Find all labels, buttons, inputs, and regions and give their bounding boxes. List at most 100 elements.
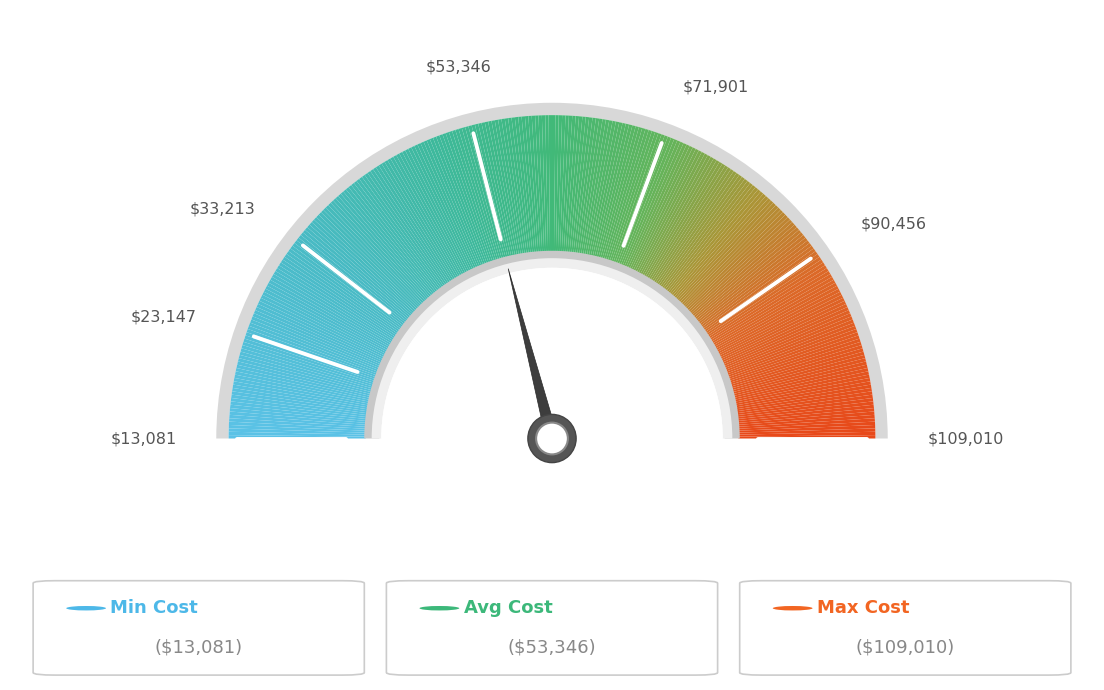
Wedge shape (698, 237, 807, 324)
Wedge shape (661, 177, 745, 289)
Wedge shape (372, 258, 732, 439)
Wedge shape (230, 408, 367, 423)
Wedge shape (357, 179, 440, 290)
Wedge shape (617, 135, 668, 264)
Wedge shape (452, 130, 497, 262)
Wedge shape (259, 298, 384, 359)
Wedge shape (704, 251, 818, 332)
Wedge shape (716, 286, 839, 352)
Wedge shape (688, 217, 790, 313)
Wedge shape (669, 187, 758, 295)
Wedge shape (728, 329, 858, 377)
Wedge shape (381, 268, 723, 439)
Circle shape (66, 606, 106, 611)
Wedge shape (254, 310, 381, 366)
Wedge shape (587, 121, 616, 256)
Wedge shape (736, 398, 873, 417)
Wedge shape (577, 118, 599, 254)
Wedge shape (508, 118, 529, 254)
Wedge shape (309, 222, 414, 315)
Wedge shape (232, 388, 368, 411)
Wedge shape (346, 187, 435, 295)
Wedge shape (323, 208, 422, 307)
Wedge shape (501, 119, 524, 255)
Wedge shape (241, 348, 373, 388)
Wedge shape (275, 268, 394, 342)
Wedge shape (375, 166, 453, 282)
Wedge shape (305, 227, 411, 318)
Wedge shape (439, 135, 489, 264)
Wedge shape (518, 117, 534, 253)
Wedge shape (601, 126, 639, 259)
Wedge shape (739, 435, 875, 439)
Wedge shape (651, 166, 729, 282)
Wedge shape (265, 286, 388, 352)
Wedge shape (234, 378, 369, 406)
Wedge shape (673, 194, 766, 299)
Wedge shape (602, 127, 643, 259)
Wedge shape (739, 428, 875, 435)
Wedge shape (658, 173, 740, 286)
Wedge shape (737, 418, 875, 428)
Wedge shape (255, 307, 382, 364)
Wedge shape (631, 146, 692, 270)
Wedge shape (426, 139, 481, 267)
Wedge shape (686, 213, 785, 310)
Wedge shape (433, 137, 486, 265)
Wedge shape (382, 162, 456, 280)
Text: $109,010: $109,010 (927, 431, 1004, 446)
Wedge shape (230, 415, 367, 427)
Wedge shape (307, 225, 412, 317)
Wedge shape (455, 129, 498, 261)
Wedge shape (535, 115, 544, 253)
Wedge shape (588, 121, 619, 256)
Wedge shape (719, 295, 843, 357)
Wedge shape (242, 345, 373, 386)
Wedge shape (240, 351, 372, 391)
Wedge shape (683, 210, 783, 308)
Wedge shape (721, 301, 846, 361)
Wedge shape (711, 271, 830, 344)
Wedge shape (591, 122, 623, 257)
Wedge shape (379, 164, 454, 281)
Text: $33,213: $33,213 (190, 201, 255, 216)
Wedge shape (373, 167, 450, 284)
Wedge shape (629, 144, 690, 270)
Wedge shape (238, 355, 372, 392)
Wedge shape (644, 157, 713, 277)
Wedge shape (298, 235, 407, 323)
Wedge shape (248, 323, 378, 373)
Bar (201, 439, 903, 575)
Wedge shape (280, 259, 396, 337)
Wedge shape (421, 141, 478, 268)
Wedge shape (498, 119, 523, 255)
Wedge shape (583, 119, 609, 255)
Wedge shape (664, 179, 747, 290)
Wedge shape (700, 243, 811, 327)
Text: $90,456: $90,456 (860, 217, 926, 232)
Wedge shape (488, 121, 517, 256)
Wedge shape (715, 283, 837, 351)
Wedge shape (243, 342, 374, 384)
Wedge shape (232, 391, 368, 413)
Wedge shape (349, 185, 436, 294)
Wedge shape (321, 210, 421, 308)
Wedge shape (263, 292, 386, 355)
Wedge shape (730, 339, 861, 383)
Wedge shape (560, 115, 569, 253)
Wedge shape (628, 143, 687, 269)
Text: $71,901: $71,901 (682, 79, 749, 94)
Wedge shape (733, 358, 866, 394)
Wedge shape (539, 115, 546, 253)
Wedge shape (396, 153, 464, 275)
Wedge shape (737, 405, 874, 421)
Wedge shape (235, 371, 370, 402)
Wedge shape (338, 194, 431, 299)
Wedge shape (556, 115, 562, 253)
Text: $23,147: $23,147 (130, 309, 197, 324)
Wedge shape (286, 251, 400, 332)
Wedge shape (595, 124, 629, 257)
Wedge shape (261, 295, 385, 357)
Wedge shape (229, 435, 365, 439)
Wedge shape (696, 233, 804, 322)
